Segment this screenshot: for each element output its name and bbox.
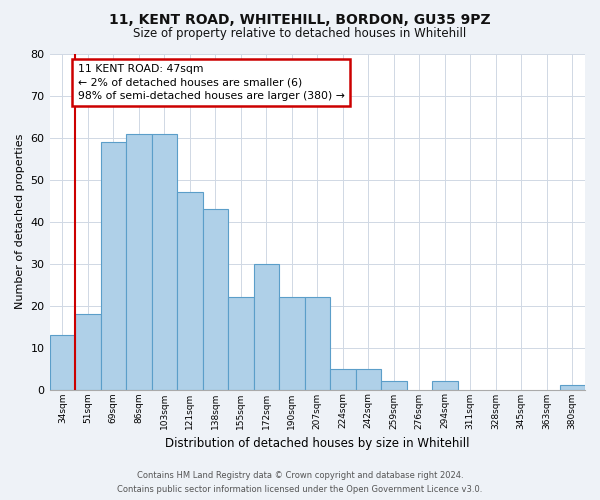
Bar <box>101 142 126 390</box>
Text: Contains HM Land Registry data © Crown copyright and database right 2024.
Contai: Contains HM Land Registry data © Crown c… <box>118 472 482 494</box>
Text: 11, KENT ROAD, WHITEHILL, BORDON, GU35 9PZ: 11, KENT ROAD, WHITEHILL, BORDON, GU35 9… <box>109 12 491 26</box>
Bar <box>432 381 458 390</box>
Bar <box>177 192 203 390</box>
Bar <box>330 368 356 390</box>
Bar <box>50 335 75 390</box>
X-axis label: Distribution of detached houses by size in Whitehill: Distribution of detached houses by size … <box>165 437 470 450</box>
Y-axis label: Number of detached properties: Number of detached properties <box>15 134 25 310</box>
Bar <box>75 314 101 390</box>
Bar <box>305 297 330 390</box>
Bar <box>152 134 177 390</box>
Bar <box>279 297 305 390</box>
Bar <box>203 209 228 390</box>
Bar <box>126 134 152 390</box>
Bar <box>560 386 585 390</box>
Bar <box>356 368 381 390</box>
Text: 11 KENT ROAD: 47sqm
← 2% of detached houses are smaller (6)
98% of semi-detached: 11 KENT ROAD: 47sqm ← 2% of detached hou… <box>77 64 344 101</box>
Bar <box>228 297 254 390</box>
Text: Size of property relative to detached houses in Whitehill: Size of property relative to detached ho… <box>133 28 467 40</box>
Bar <box>381 381 407 390</box>
Bar <box>254 264 279 390</box>
